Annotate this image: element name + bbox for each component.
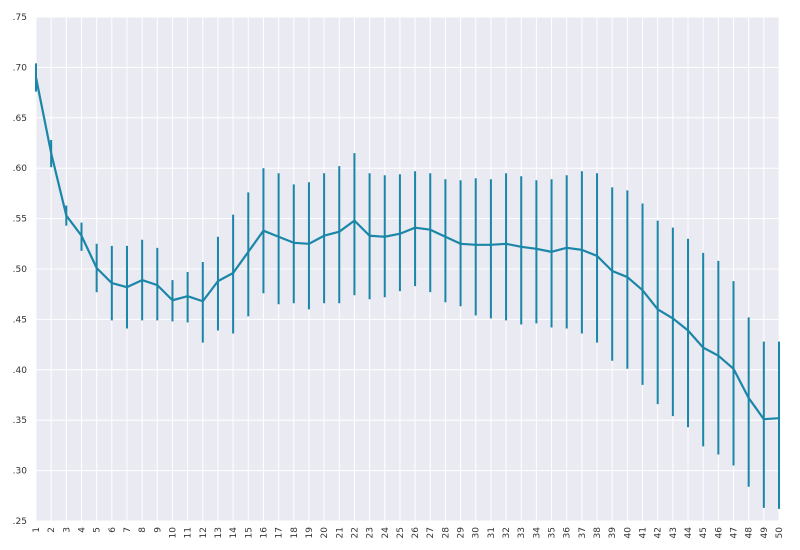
x-tick-label: 11	[184, 527, 194, 538]
y-tick-label: .40	[13, 366, 28, 376]
x-tick-label: 36	[563, 527, 573, 539]
y-tick-label: .30	[13, 467, 28, 477]
x-tick-label: 49	[760, 527, 770, 539]
x-tick-label: 48	[745, 527, 755, 539]
x-tick-label: 24	[381, 527, 391, 539]
grid-lines	[35, 16, 780, 522]
x-axis-tick-labels: 1 2 3 4 5 6 7 8 9 10 11 12 13 14 15 16 17 18 19 20 21 22 23 24 2…	[32, 527, 785, 539]
y-tick-label: .75	[13, 13, 27, 23]
x-tick-label: 3	[62, 527, 72, 533]
y-tick-label: .60	[13, 164, 28, 174]
x-tick-label: 43	[669, 527, 679, 538]
mean-line	[34, 77, 780, 421]
x-tick-label: 46	[714, 527, 724, 539]
x-tick-label: 1	[32, 527, 42, 533]
y-tick-label: .35	[13, 416, 27, 426]
x-tick-label: 33	[517, 527, 527, 538]
x-tick-label: 41	[639, 527, 649, 538]
x-tick-label: 25	[396, 527, 406, 538]
y-tick-label: .70	[13, 63, 28, 73]
x-tick-label: 37	[578, 527, 588, 538]
x-tick-label: 50	[775, 527, 785, 539]
x-tick-label: 28	[441, 527, 451, 539]
y-tick-label: .45	[13, 315, 27, 325]
x-tick-label: 17	[275, 527, 285, 538]
x-tick-label: 35	[548, 527, 558, 538]
y-tick-label: .65	[13, 114, 27, 124]
x-tick-label: 22	[350, 527, 360, 538]
x-tick-label: 2	[47, 527, 57, 533]
x-tick-label: 39	[608, 527, 618, 539]
y-axis-tick-labels: .25 .30 .35 .40 .45 .50 .55 .60 .65 .70 .75	[13, 13, 28, 527]
y-tick-label: .55	[13, 215, 27, 225]
x-tick-label: 42	[654, 527, 664, 538]
x-tick-label: 6	[108, 527, 118, 533]
x-tick-label: 5	[93, 527, 103, 533]
x-tick-label: 29	[457, 527, 467, 539]
x-tick-label: 15	[244, 527, 254, 538]
x-tick-label: 4	[77, 527, 87, 533]
x-tick-label: 19	[305, 527, 315, 539]
y-tick-label: .50	[13, 265, 28, 275]
x-tick-label: 9	[153, 527, 163, 533]
x-tick-label: 30	[472, 527, 482, 539]
x-tick-label: 32	[502, 527, 512, 538]
x-tick-label: 7	[123, 527, 133, 533]
x-tick-label: 18	[290, 527, 300, 539]
x-tick-label: 16	[259, 527, 269, 539]
x-tick-label: 13	[214, 527, 224, 538]
x-tick-label: 45	[699, 527, 709, 538]
x-tick-label: 8	[138, 527, 148, 533]
x-tick-label: 44	[684, 527, 694, 539]
x-tick-label: 38	[593, 527, 603, 539]
x-tick-label: 27	[426, 527, 436, 538]
x-tick-label: 23	[366, 527, 376, 538]
x-tick-label: 14	[229, 527, 239, 539]
x-tick-label: 21	[335, 527, 345, 538]
x-tick-label: 20	[320, 527, 330, 539]
x-tick-label: 40	[623, 527, 633, 539]
x-tick-label: 10	[168, 527, 178, 539]
x-tick-label: 47	[730, 527, 740, 538]
x-tick-label: 12	[199, 527, 209, 538]
x-tick-label: 26	[411, 527, 421, 539]
x-tick-label: 34	[532, 527, 542, 539]
y-tick-label: .25	[13, 517, 27, 527]
x-tick-label: 31	[487, 527, 497, 538]
